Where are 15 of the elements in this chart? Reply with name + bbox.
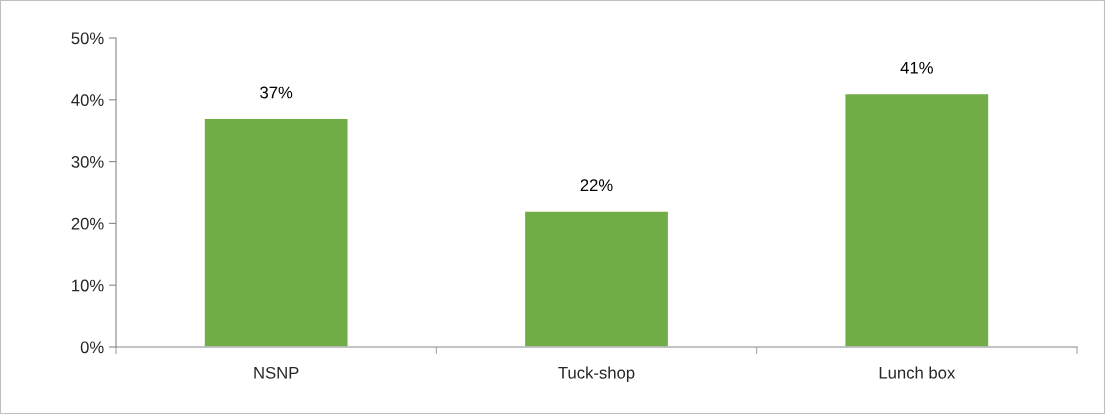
- data-label: 41%: [900, 61, 933, 74]
- bar: [844, 92, 990, 347]
- y-tick-label: 40%: [71, 94, 104, 106]
- bar: [523, 210, 670, 347]
- y-tick-label: 30%: [71, 156, 104, 168]
- x-tick-label: Tuck-shop: [558, 366, 635, 382]
- y-tick-label: 50%: [71, 32, 104, 45]
- y-tick-label: 20%: [71, 217, 104, 230]
- y-tick-label: 0%: [80, 341, 104, 354]
- x-tick-label: NSNP: [254, 366, 299, 379]
- data-label: 37%: [260, 86, 293, 99]
- bar: [203, 117, 349, 347]
- data-label: 22%: [580, 179, 613, 192]
- y-tick-label: 10%: [72, 279, 104, 292]
- x-tick-label: Lunch box: [879, 366, 956, 379]
